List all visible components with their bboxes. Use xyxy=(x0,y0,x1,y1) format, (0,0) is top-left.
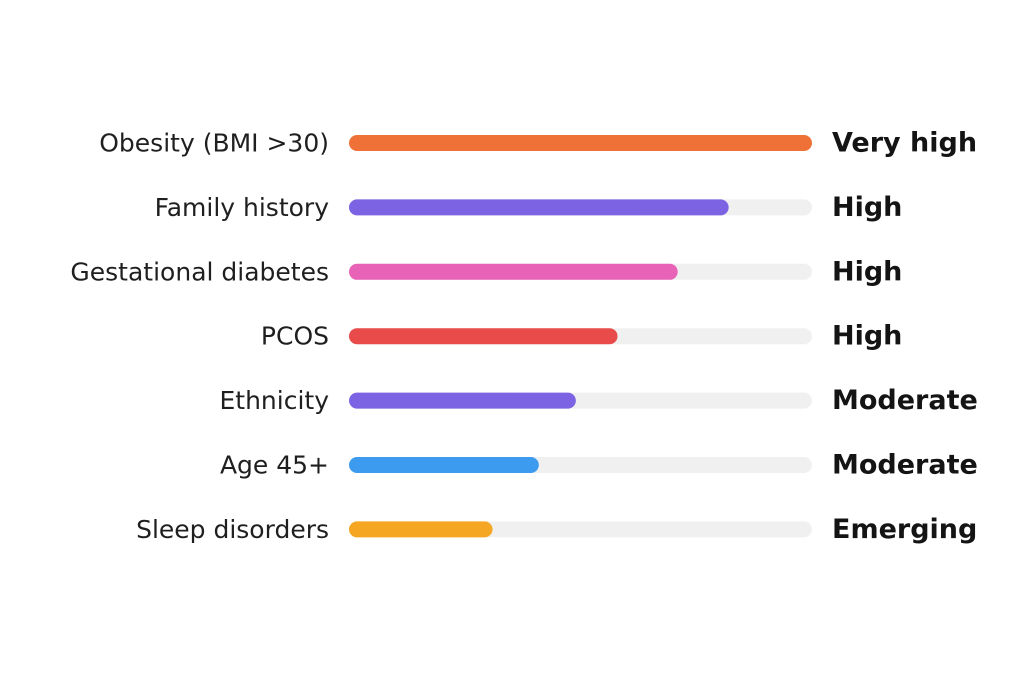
value-label: Moderate xyxy=(832,450,978,481)
value-label: High xyxy=(832,192,902,223)
bar-row: PCOS High xyxy=(261,321,903,352)
bar-row: Age 45+ Moderate xyxy=(220,450,978,481)
category-label: Ethnicity xyxy=(219,386,329,415)
category-label: Sleep disorders xyxy=(136,515,329,544)
bar xyxy=(349,392,576,409)
bar xyxy=(349,263,678,280)
category-label: Obesity (BMI >30) xyxy=(99,129,329,158)
value-label: Moderate xyxy=(832,385,978,416)
bar-row: Family history High xyxy=(155,192,903,223)
bar xyxy=(349,457,539,473)
bar-row: Ethnicity Moderate xyxy=(219,385,977,416)
bar-row: Gestational diabetes High xyxy=(70,256,902,287)
value-label: High xyxy=(832,256,902,287)
bar xyxy=(349,521,493,538)
value-label: Emerging xyxy=(832,514,977,545)
bar xyxy=(349,199,729,216)
category-label: Age 45+ xyxy=(220,451,329,480)
bar-row: Obesity (BMI >30) Very high xyxy=(99,128,977,159)
value-label: High xyxy=(832,321,902,352)
category-label: Family history xyxy=(155,193,330,222)
category-label: Gestational diabetes xyxy=(70,257,329,286)
category-label: PCOS xyxy=(261,322,329,351)
value-label: Very high xyxy=(832,128,977,159)
bar-row: Sleep disorders Emerging xyxy=(136,514,977,545)
bar xyxy=(349,135,812,151)
bar xyxy=(349,328,618,345)
